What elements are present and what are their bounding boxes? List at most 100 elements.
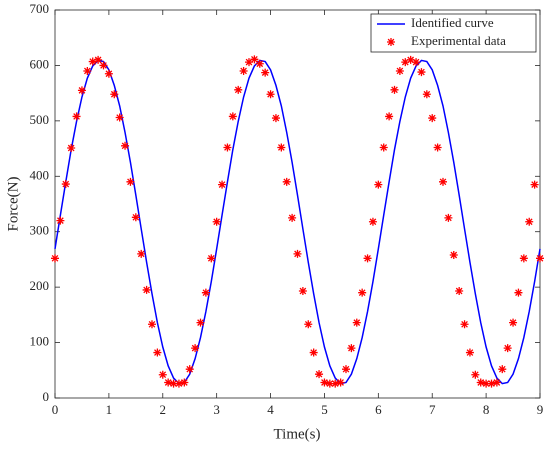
data-point xyxy=(282,177,291,186)
asterisk xyxy=(304,320,313,329)
asterisk xyxy=(385,112,394,121)
data-point xyxy=(525,217,534,226)
data-point xyxy=(218,180,227,189)
data-point xyxy=(358,288,367,297)
x-tick-label: 2 xyxy=(160,402,167,417)
asterisk xyxy=(412,58,421,67)
data-point xyxy=(331,379,340,388)
legend-label: Identified curve xyxy=(411,15,494,30)
data-point xyxy=(460,320,469,329)
y-tick-label: 700 xyxy=(30,1,50,16)
data-point xyxy=(88,57,97,66)
data-point xyxy=(406,55,415,64)
data-point xyxy=(385,112,394,121)
asterisk xyxy=(180,378,189,387)
x-tick-label: 3 xyxy=(213,402,220,417)
data-point xyxy=(228,112,237,121)
asterisk xyxy=(374,180,383,189)
asterisk xyxy=(444,213,453,222)
x-tick-label: 5 xyxy=(321,402,328,417)
data-point xyxy=(212,217,221,226)
data-point xyxy=(104,69,113,78)
data-point xyxy=(363,254,372,263)
asterisk xyxy=(498,365,507,374)
asterisk xyxy=(358,288,367,297)
data-point xyxy=(153,348,162,357)
asterisk xyxy=(433,143,442,152)
asterisk xyxy=(342,365,350,374)
asterisk xyxy=(363,254,372,263)
asterisk xyxy=(309,348,318,357)
data-point xyxy=(67,144,76,153)
asterisk xyxy=(271,114,280,123)
asterisk xyxy=(137,249,146,258)
data-point xyxy=(449,250,458,259)
asterisk xyxy=(536,254,544,263)
asterisk xyxy=(465,348,474,357)
asterisk xyxy=(428,114,437,123)
asterisk xyxy=(487,379,496,388)
asterisk xyxy=(234,85,243,94)
asterisk xyxy=(72,112,81,121)
asterisk xyxy=(336,378,345,387)
asterisk xyxy=(131,213,140,222)
data-point xyxy=(519,254,528,263)
data-point xyxy=(298,287,307,296)
data-point xyxy=(514,288,523,297)
y-tick-label: 400 xyxy=(30,167,50,182)
data-point xyxy=(428,114,437,123)
asterisk xyxy=(61,180,70,189)
asterisk xyxy=(422,90,431,99)
data-point xyxy=(347,344,356,353)
data-point xyxy=(77,86,86,95)
data-point xyxy=(368,217,377,226)
asterisk xyxy=(207,254,216,263)
data-point xyxy=(498,365,507,374)
asterisk xyxy=(298,287,307,296)
data-point xyxy=(309,348,318,357)
asterisk xyxy=(201,288,210,297)
data-point xyxy=(390,85,399,94)
data-point xyxy=(293,249,302,258)
data-point xyxy=(245,58,253,67)
plot-area xyxy=(54,9,541,399)
asterisk xyxy=(395,66,404,75)
data-point xyxy=(320,378,329,387)
asterisk xyxy=(250,55,259,64)
asterisk xyxy=(282,177,291,186)
data-point xyxy=(169,379,178,388)
data-point xyxy=(417,68,426,77)
data-point xyxy=(352,318,361,327)
data-point xyxy=(250,55,259,64)
data-point xyxy=(191,344,200,353)
asterisk xyxy=(223,143,232,152)
asterisk xyxy=(509,318,518,327)
x-tick-label: 1 xyxy=(106,402,113,417)
asterisk xyxy=(406,55,415,64)
asterisk xyxy=(471,370,480,379)
data-point xyxy=(336,378,345,387)
asterisk xyxy=(390,85,399,94)
asterisk xyxy=(196,318,205,327)
y-tick-label: 500 xyxy=(30,112,50,127)
asterisk xyxy=(212,217,221,226)
asterisk xyxy=(228,112,237,121)
asterisk xyxy=(56,216,65,225)
data-point xyxy=(304,320,313,329)
asterisk xyxy=(77,86,86,95)
asterisk xyxy=(83,66,92,75)
asterisk xyxy=(245,58,253,67)
data-point xyxy=(503,344,512,353)
asterisk xyxy=(67,144,76,153)
asterisk xyxy=(142,285,151,294)
asterisk xyxy=(115,113,124,122)
data-point xyxy=(266,90,275,99)
asterisk xyxy=(439,177,447,186)
asterisk xyxy=(417,68,426,77)
data-point xyxy=(137,249,146,258)
data-point xyxy=(164,378,173,387)
x-tick-label: 0 xyxy=(52,402,59,417)
data-point xyxy=(115,113,124,122)
data-point xyxy=(401,58,410,67)
